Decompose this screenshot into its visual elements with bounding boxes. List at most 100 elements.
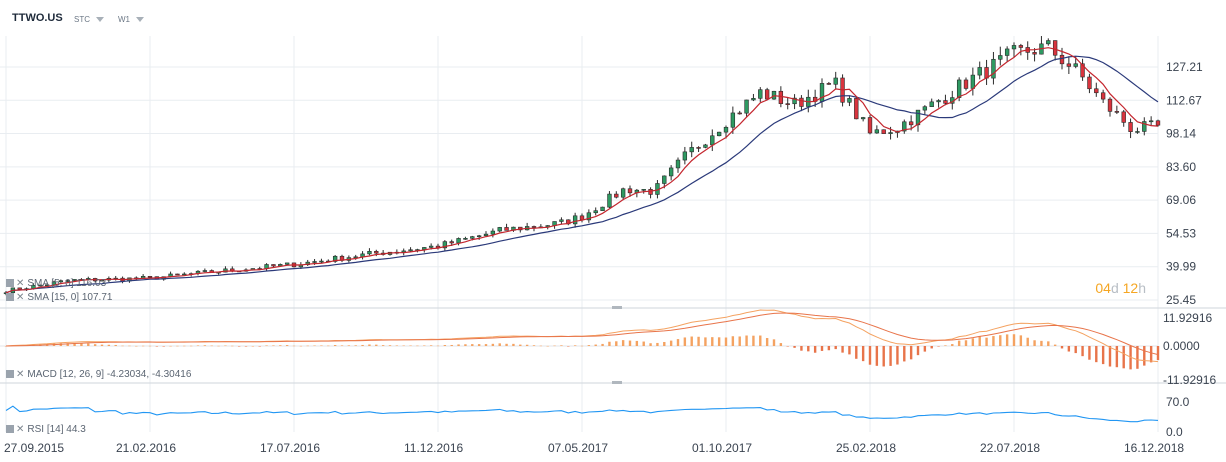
candle-up <box>833 71 838 90</box>
candle-up <box>1142 117 1147 136</box>
rsi-label: RSI [14] 44.3 <box>27 424 86 435</box>
candle-up <box>929 98 934 107</box>
macd-histogram-bar <box>930 346 933 349</box>
close-icon[interactable]: ✕ <box>16 424 25 435</box>
candle-down <box>737 110 742 115</box>
macd-histogram-bar <box>148 345 152 347</box>
macd-histogram-bar <box>66 343 69 346</box>
macd-histogram-bar <box>320 345 323 346</box>
macd-histogram-bar <box>957 340 961 346</box>
macd-histogram-bar <box>1033 340 1036 346</box>
macd-histogram-bar <box>800 346 803 351</box>
macd-histogram-bar <box>786 346 789 347</box>
macd-histogram-bar <box>224 345 227 347</box>
candle-down <box>1052 40 1058 61</box>
macd-histogram-bar <box>594 344 597 346</box>
macd-histogram-bar <box>882 346 885 367</box>
macd-signal-line <box>5 312 1159 356</box>
price-tick-label: 127.21 <box>1166 60 1203 74</box>
candle-body <box>182 273 187 276</box>
candle-body <box>504 227 509 231</box>
sma-fast-legend[interactable]: ✕ SMA [5, 0] 116.03 <box>6 278 106 289</box>
candle-body <box>696 147 701 149</box>
candle-up <box>703 143 708 149</box>
candle-body <box>867 117 873 134</box>
candle-up <box>1004 46 1010 62</box>
indicator-settings-icon[interactable] <box>6 425 14 433</box>
macd-histogram-bar <box>745 335 748 346</box>
candle-body <box>1087 76 1092 90</box>
macd-histogram-bar <box>498 343 501 346</box>
candle-body <box>1080 63 1085 78</box>
macd-histogram-bar <box>1081 346 1084 357</box>
candle-up <box>305 259 310 266</box>
macd-histogram-bar <box>807 346 810 352</box>
candle-down <box>764 87 770 100</box>
candle-up <box>593 207 598 216</box>
close-icon[interactable]: ✕ <box>16 292 25 303</box>
close-icon[interactable]: ✕ <box>16 369 25 380</box>
candle-body <box>1142 121 1147 132</box>
indicator-settings-icon[interactable] <box>6 279 14 287</box>
macd-histogram-bar <box>1149 346 1153 363</box>
candle-body <box>1004 48 1010 56</box>
date-tick-label: 17.07.2016 <box>260 441 320 455</box>
sma-slow-legend[interactable]: ✕ SMA [15, 0] 107.71 <box>6 292 112 303</box>
rsi-legend[interactable]: ✕ RSI [14] 44.3 <box>6 424 86 435</box>
macd-histogram-bar <box>813 346 817 353</box>
candle-body <box>476 235 482 238</box>
candle-up <box>991 51 996 85</box>
candle-countdown: 04d 12h <box>1095 280 1146 296</box>
candle-down <box>867 115 873 135</box>
date-tick-label: 11.12.2016 <box>404 441 463 455</box>
macd-histogram-bar <box>834 346 837 350</box>
candle-body <box>881 129 886 134</box>
date-tick-label: 25.02.2018 <box>836 441 896 455</box>
macd-histogram-bar <box>656 342 659 346</box>
candle-body <box>963 79 969 89</box>
candle-up <box>586 209 592 223</box>
candle-up <box>202 268 208 273</box>
macd-histogram-bar <box>669 340 673 346</box>
date-tick-label: 07.05.2017 <box>548 441 608 455</box>
macd-histogram-bar <box>244 346 248 347</box>
macd-histogram-bar <box>820 346 824 351</box>
date-tick-label: 16.12.2018 <box>1124 441 1184 455</box>
macd-histogram-bar <box>1156 346 1160 361</box>
macd-histogram-bar <box>1060 346 1064 349</box>
price-tick-label: 112.67 <box>1166 93 1202 107</box>
symbol-label[interactable]: TTWO.US <box>12 12 63 24</box>
candle-body <box>490 230 496 235</box>
candle-body <box>374 251 379 254</box>
instrument-type-select[interactable]: STC <box>74 15 90 24</box>
indicator-settings-icon[interactable] <box>6 293 14 301</box>
close-icon[interactable]: ✕ <box>16 278 25 289</box>
candle-up <box>716 131 722 137</box>
candle-body <box>72 279 77 281</box>
chevron-down-icon[interactable] <box>96 17 104 22</box>
indicator-settings-icon[interactable] <box>6 370 14 378</box>
timeframe-select[interactable]: W1 <box>118 15 130 24</box>
candle-body <box>483 233 489 237</box>
chevron-down-icon[interactable] <box>136 17 144 22</box>
macd-histogram-bar <box>1040 340 1043 346</box>
candle-body <box>682 151 688 161</box>
macd-histogram-bar <box>251 345 255 347</box>
candle-body <box>147 276 153 278</box>
candle-body <box>65 280 70 282</box>
candle-body <box>1046 40 1051 45</box>
candle-body <box>922 106 928 111</box>
macd-histogram-bar <box>1108 346 1112 367</box>
candle-up <box>977 61 982 80</box>
macd-histogram-bar <box>189 345 193 347</box>
candle-up <box>970 67 976 96</box>
macd-legend[interactable]: ✕ MACD [12, 26, 9] -4.23034, -4.30416 <box>6 369 191 380</box>
candle-up <box>860 116 866 122</box>
candle-up <box>559 217 564 225</box>
candle-down <box>504 223 509 231</box>
macd-histogram-bar <box>676 339 680 346</box>
macd-histogram-bar <box>738 336 741 346</box>
candle-down <box>785 97 790 110</box>
candle-up <box>319 258 324 264</box>
